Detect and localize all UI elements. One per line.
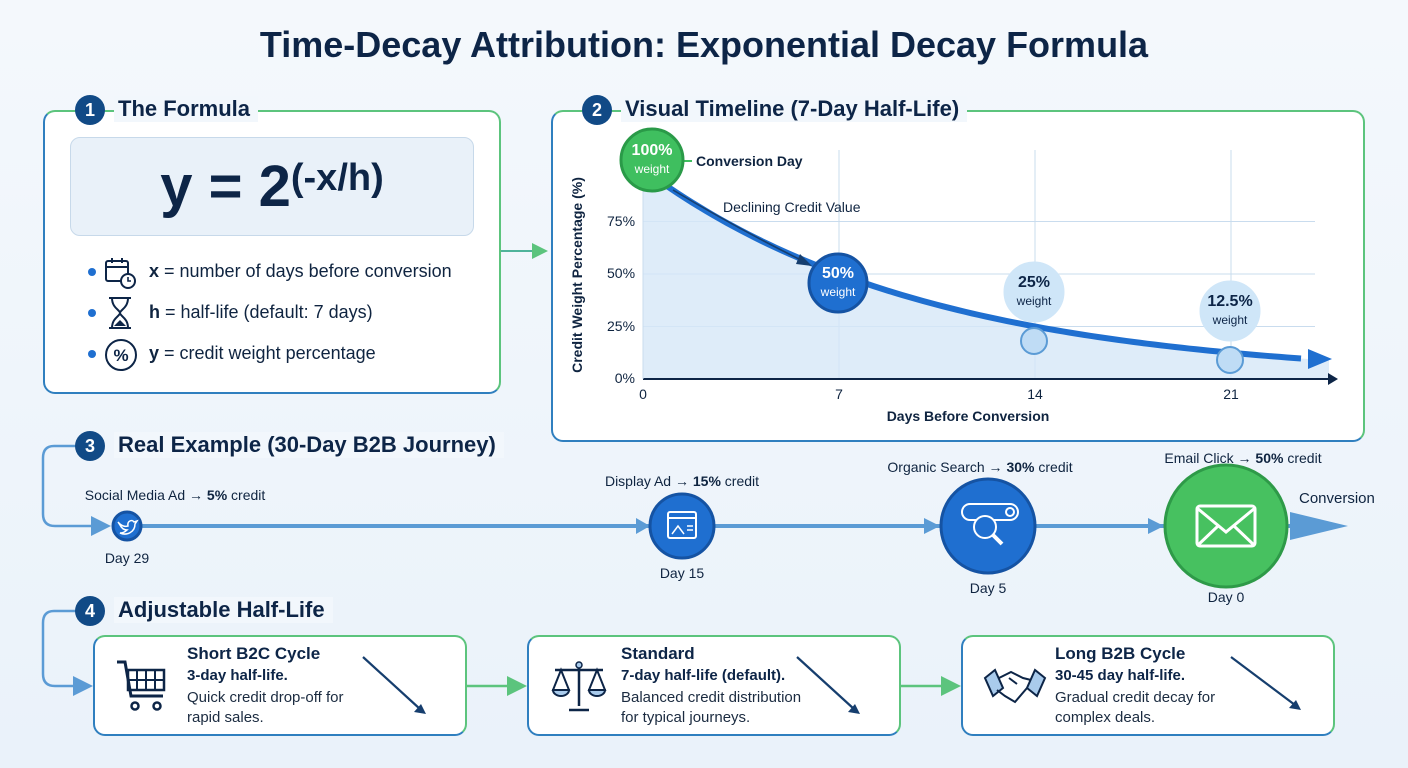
arrow-head — [924, 518, 940, 534]
point-weight-label: weight — [1016, 294, 1052, 308]
decay-curve — [641, 166, 1302, 362]
arrow-head — [636, 518, 650, 534]
handshake-icon — [983, 668, 1047, 704]
balance-scale-icon — [551, 661, 607, 712]
section-title: Visual Timeline (7-Day Half-Life) — [621, 96, 968, 122]
touchpoint-label: Email Click → 50% credit — [1164, 450, 1322, 466]
point-value: 25% — [1017, 274, 1051, 291]
decline-arrow-icon — [362, 656, 426, 714]
journey-end-arrow — [1290, 512, 1348, 540]
decay-curve-arrow — [1308, 349, 1332, 370]
bullet-x: x = number of days before conversion — [149, 261, 452, 281]
touchpoint-day: Day 5 — [969, 580, 1007, 596]
section-number-badge: 2 — [582, 95, 612, 125]
card-subtitle: 3-day half-life. — [187, 667, 288, 684]
calendar-clock-icon — [105, 258, 136, 289]
bullet-h: h = half-life (default: 7 days) — [149, 302, 373, 322]
conversion-day-label: Conversion Day — [696, 153, 803, 169]
data-point-bubble — [807, 252, 869, 314]
touchpoint-label: Organic Search → 30% credit — [887, 459, 1073, 475]
section-number-badge: 3 — [75, 431, 105, 461]
x-tick-label: 7 — [835, 386, 843, 402]
bullet-y: y = credit weight percentage — [149, 343, 376, 363]
card-description: Balanced credit distribution for typical… — [621, 689, 802, 726]
formula-base: y = 2 — [160, 154, 291, 219]
x-tick-label: 0 — [639, 386, 647, 402]
data-point — [1020, 327, 1048, 355]
display-ad-icon — [667, 511, 697, 539]
touchpoint-node — [1163, 463, 1289, 589]
formula-exponent: (-x/h) — [290, 157, 384, 199]
declining-arrow-head — [796, 254, 812, 266]
data-point-bubble — [1199, 280, 1261, 342]
point-value: 12.5% — [1207, 293, 1253, 310]
twitter-bird-icon — [117, 519, 139, 535]
half-life-card — [527, 635, 901, 736]
connector-arrow — [41, 609, 93, 696]
touchpoint-node — [648, 492, 716, 560]
touchpoint-day: Day 29 — [104, 550, 150, 566]
card-title: Long B2B Cycle — [1055, 644, 1186, 663]
data-point-bubble — [1003, 261, 1065, 323]
point-weight-label: weight — [634, 162, 670, 176]
shopping-cart-icon — [117, 660, 166, 711]
data-point-bubble — [619, 127, 685, 193]
card-subtitle: 30-45 day half-life. — [1055, 667, 1186, 684]
decay-area — [643, 169, 1329, 379]
x-tick-label: 21 — [1223, 386, 1239, 402]
percent-icon: % — [105, 339, 137, 371]
section-number-badge: 1 — [75, 95, 105, 125]
touchpoint-day: Day 0 — [1207, 589, 1245, 605]
formula-box: y = 2 (-x/h) — [70, 137, 474, 236]
card-description: Quick credit drop-off for rapid sales. — [187, 689, 344, 726]
point-value: 100% — [631, 142, 673, 159]
x-axis-arrow — [1328, 373, 1338, 385]
touchpoint-label: Display Ad → 15% credit — [604, 473, 760, 489]
search-icon — [961, 503, 1019, 546]
point-weight-label: weight — [1212, 313, 1248, 327]
data-point — [1216, 346, 1244, 374]
bullet-dot — [88, 309, 96, 317]
arrow-head — [1148, 518, 1164, 534]
section-title: Real Example (30-Day B2B Journey) — [114, 432, 504, 458]
card-subtitle: 7-day half-life (default). — [621, 667, 786, 684]
y-tick-label: 50% — [607, 265, 636, 281]
connector-arrow — [41, 444, 111, 536]
card-title: Standard — [621, 644, 695, 663]
card-title: Short B2C Cycle — [187, 644, 321, 663]
card-description: Gradual credit decay for complex deals. — [1055, 689, 1216, 726]
half-life-card — [961, 635, 1335, 736]
decline-arrow-icon — [1230, 656, 1301, 710]
y-tick-label: 75% — [607, 212, 636, 229]
touchpoint-label: Social Media Ad → 5% credit — [84, 487, 266, 503]
section-title: Adjustable Half-Life — [114, 597, 333, 623]
bullet-dot — [88, 268, 96, 276]
y-tick-label: 0% — [614, 370, 635, 386]
bullet-dot — [88, 350, 96, 358]
page-title: Time-Decay Attribution: Exponential Deca… — [259, 24, 1149, 65]
y-axis-label: Credit Weight Percentage (%) — [569, 177, 585, 373]
envelope-icon — [1195, 504, 1257, 548]
section-number-badge: 4 — [75, 596, 105, 626]
declining-arrow — [672, 189, 806, 263]
x-axis-label: Days Before Conversion — [886, 408, 1050, 424]
section-title: The Formula — [114, 96, 259, 122]
touchpoint-day: Day 15 — [659, 565, 705, 581]
hourglass-icon — [109, 297, 131, 329]
x-tick-label: 14 — [1027, 386, 1043, 402]
y-tick-label: 25% — [607, 317, 636, 334]
svg-text:%: % — [113, 346, 128, 365]
decline-arrow-icon — [796, 656, 860, 714]
declining-credit-label: Declining Credit Value — [723, 199, 861, 215]
point-value: 50% — [821, 265, 855, 282]
conversion-label: Conversion — [1299, 490, 1375, 507]
point-weight-label: weight — [820, 285, 856, 299]
